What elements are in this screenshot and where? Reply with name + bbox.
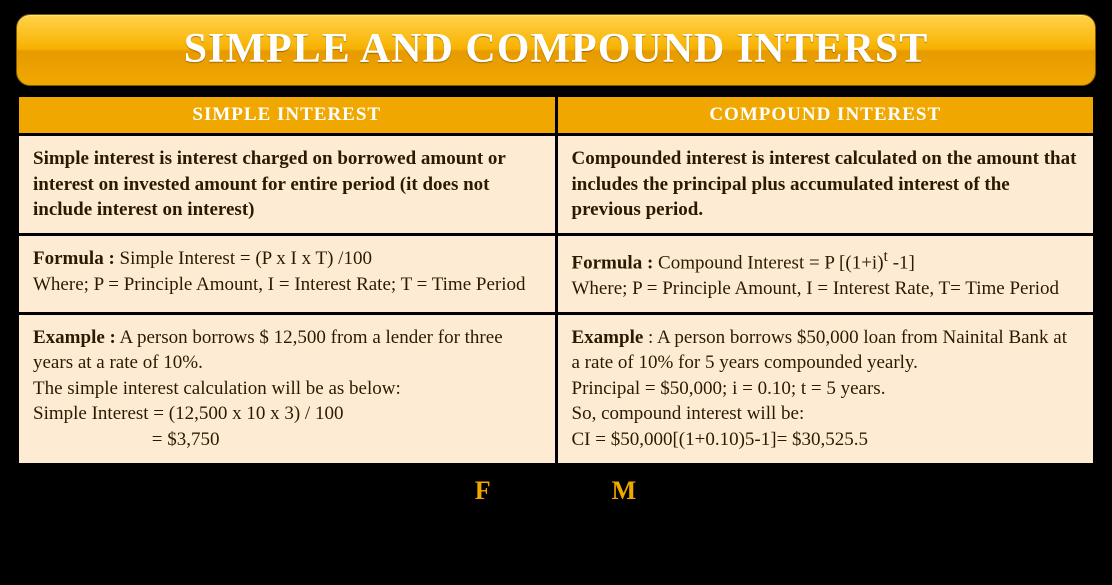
cell-compound-example: Example : A person borrows $50,000 loan … xyxy=(558,315,1094,463)
formula-expr-pre: Compound Interest = P [(1+i) xyxy=(653,252,883,273)
formula-where: Where; P = Principle Amount, I = Interes… xyxy=(572,278,1060,299)
title-bar: SIMPLE AND COMPOUND INTERST xyxy=(16,14,1096,86)
cell-simple-definition: Simple interest is interest charged on b… xyxy=(19,136,555,233)
example-line: Principal = $50,000; i = 0.10; t = 5 yea… xyxy=(572,378,886,399)
footer-cap-f: F xyxy=(475,476,492,505)
table-header-row: SIMPLE INTEREST COMPOUND INTEREST xyxy=(19,97,1093,133)
document-frame: SIMPLE AND COMPOUND INTERST SIMPLE INTER… xyxy=(0,0,1112,506)
formula-label: Formula : xyxy=(572,252,654,273)
table-row: Example : A person borrows $ 12,500 from… xyxy=(19,315,1093,463)
footer-brand: FM xyxy=(16,476,1096,506)
example-line: CI = $50,000[(1+0.10)5-1]= $30,525.5 xyxy=(572,429,869,450)
comparison-table: SIMPLE INTEREST COMPOUND INTEREST Simple… xyxy=(16,94,1096,466)
example-line: Simple Interest = (12,500 x 10 x 3) / 10… xyxy=(33,403,343,424)
table-row: Simple interest is interest charged on b… xyxy=(19,136,1093,233)
example-line: The simple interest calculation will be … xyxy=(33,378,401,399)
cell-compound-formula: Formula : Compound Interest = P [(1+i)t … xyxy=(558,236,1094,312)
table-row: Formula : Simple Interest = (P x I x T) … xyxy=(19,236,1093,312)
example-line: : A person borrows $50,000 loan from Nai… xyxy=(572,327,1068,374)
cell-compound-definition: Compounded interest is interest calculat… xyxy=(558,136,1094,233)
example-label: Example xyxy=(572,327,644,348)
footer-cap-m: M xyxy=(612,476,638,505)
page-title: SIMPLE AND COMPOUND INTERST xyxy=(25,25,1087,73)
cell-simple-formula: Formula : Simple Interest = (P x I x T) … xyxy=(19,236,555,312)
example-line: = $3,750 xyxy=(33,429,219,450)
formula-where: Where; P = Principle Amount, I = Interes… xyxy=(33,274,526,295)
formula-expr: Simple Interest = (P x I x T) /100 xyxy=(115,248,372,269)
example-label: Example : xyxy=(33,327,116,348)
formula-expr-post: -1] xyxy=(888,252,915,273)
formula-label: Formula : xyxy=(33,248,115,269)
col-header-compound: COMPOUND INTEREST xyxy=(558,97,1094,133)
cell-simple-example: Example : A person borrows $ 12,500 from… xyxy=(19,315,555,463)
example-line: So, compound interest will be: xyxy=(572,403,805,424)
definition-text: Simple interest is interest charged on b… xyxy=(33,148,506,220)
col-header-simple: SIMPLE INTEREST xyxy=(19,97,555,133)
definition-text: Compounded interest is interest calculat… xyxy=(572,148,1077,220)
